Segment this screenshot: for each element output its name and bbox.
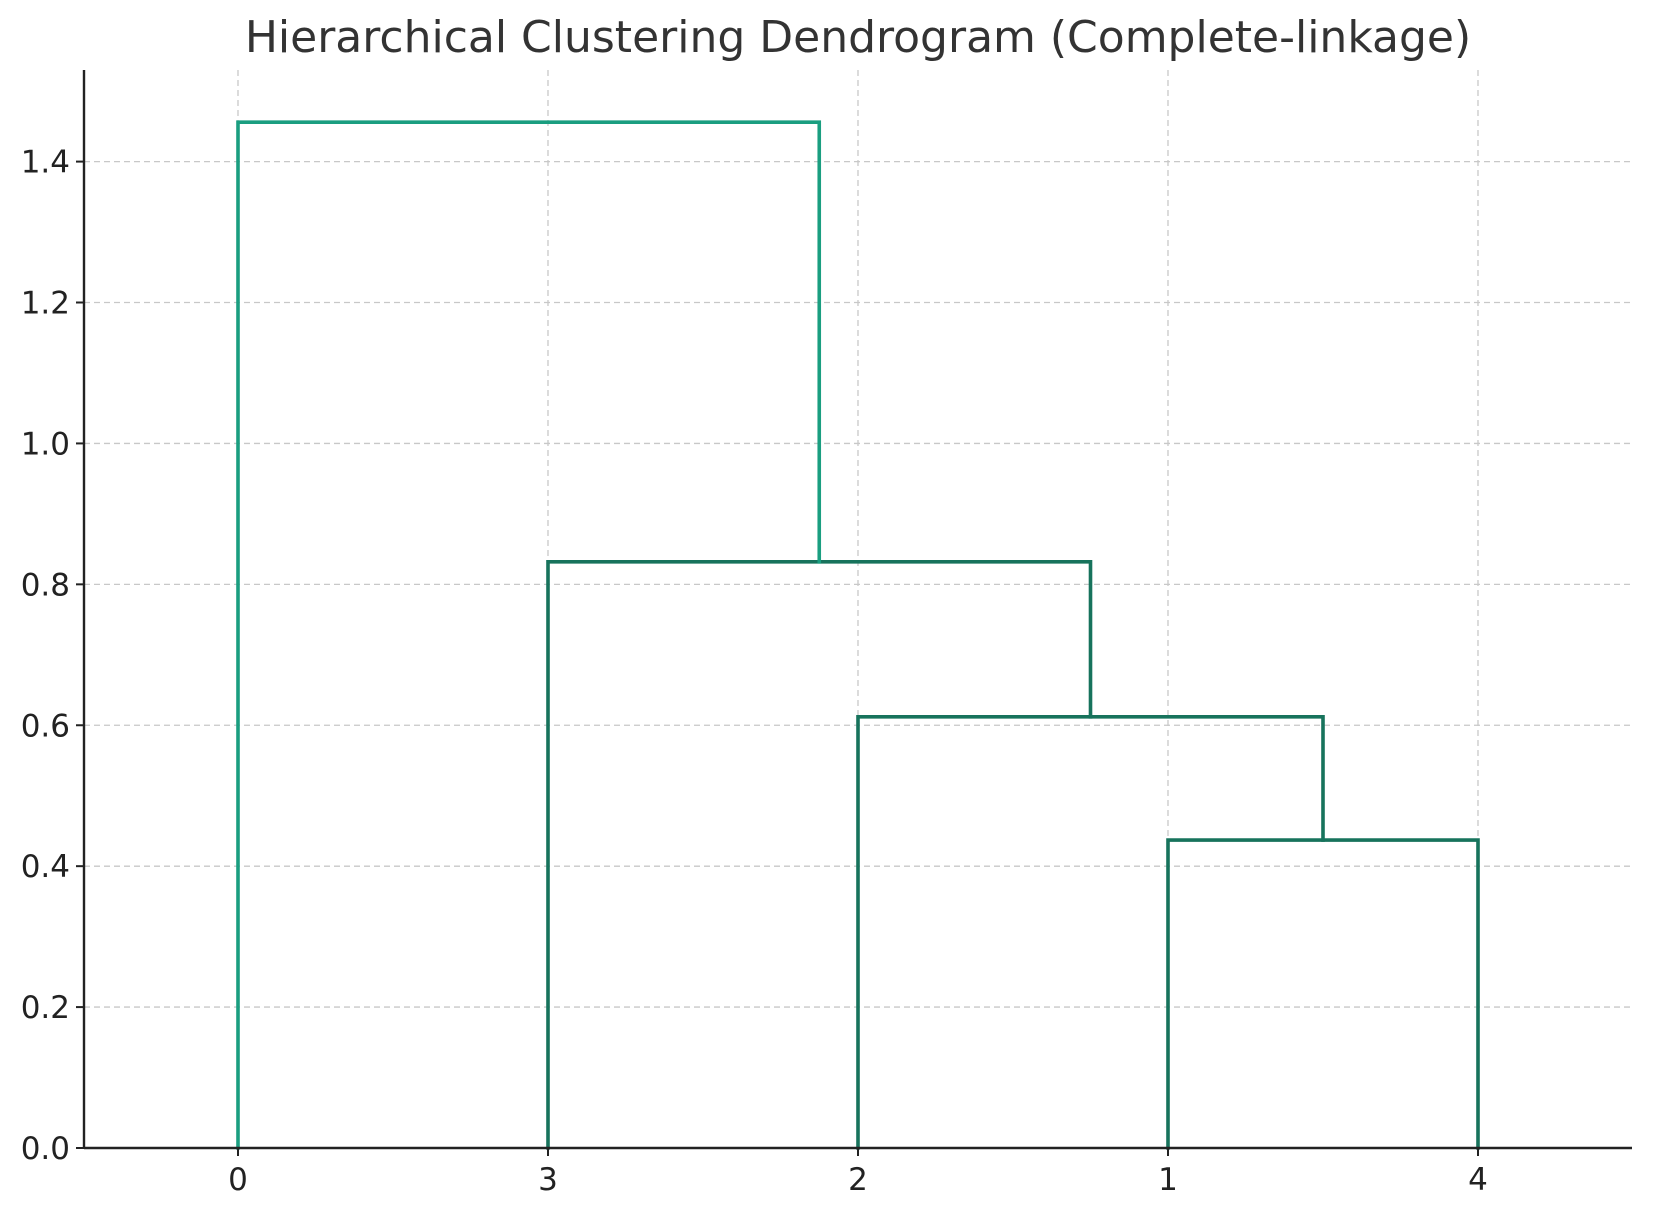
x-tick-label-leaf-4: 4 bbox=[1468, 1162, 1488, 1198]
y-tick-label: 1.4 bbox=[21, 145, 70, 181]
dendrogram-link-2-1+4 bbox=[856, 715, 1325, 1150]
chart-title: Hierarchical Clustering Dendrogram (Comp… bbox=[245, 12, 1471, 63]
label-layer: 0.0 0.2 0.4 0.6 0.8 1.0 1.2 1.4 0 3 2 1 4 bbox=[21, 145, 1488, 1198]
x-tick-label-leaf-3: 3 bbox=[538, 1162, 558, 1198]
y-tick-label: 0.6 bbox=[21, 708, 70, 744]
y-tick-label: 1.0 bbox=[21, 426, 70, 462]
dendrogram-link-0-3+2+1+4 bbox=[236, 120, 822, 1150]
y-tick-label: 0.8 bbox=[21, 567, 70, 603]
y-tick-label: 0.0 bbox=[21, 1131, 70, 1167]
y-tick-label: 0.2 bbox=[21, 990, 70, 1026]
y-tick-label: 0.4 bbox=[21, 849, 70, 885]
dendrogram-link-3-2+1+4 bbox=[546, 559, 1093, 1150]
axis-layer bbox=[76, 70, 1632, 1156]
y-tick-label: 1.2 bbox=[21, 286, 70, 322]
x-tick-label-leaf-0: 0 bbox=[228, 1162, 248, 1198]
x-tick-label-leaf-1: 1 bbox=[1158, 1162, 1178, 1198]
link-layer bbox=[236, 120, 1480, 1150]
dendrogram-link-1-4 bbox=[1166, 838, 1480, 1150]
x-tick-label-leaf-2: 2 bbox=[848, 1162, 868, 1198]
